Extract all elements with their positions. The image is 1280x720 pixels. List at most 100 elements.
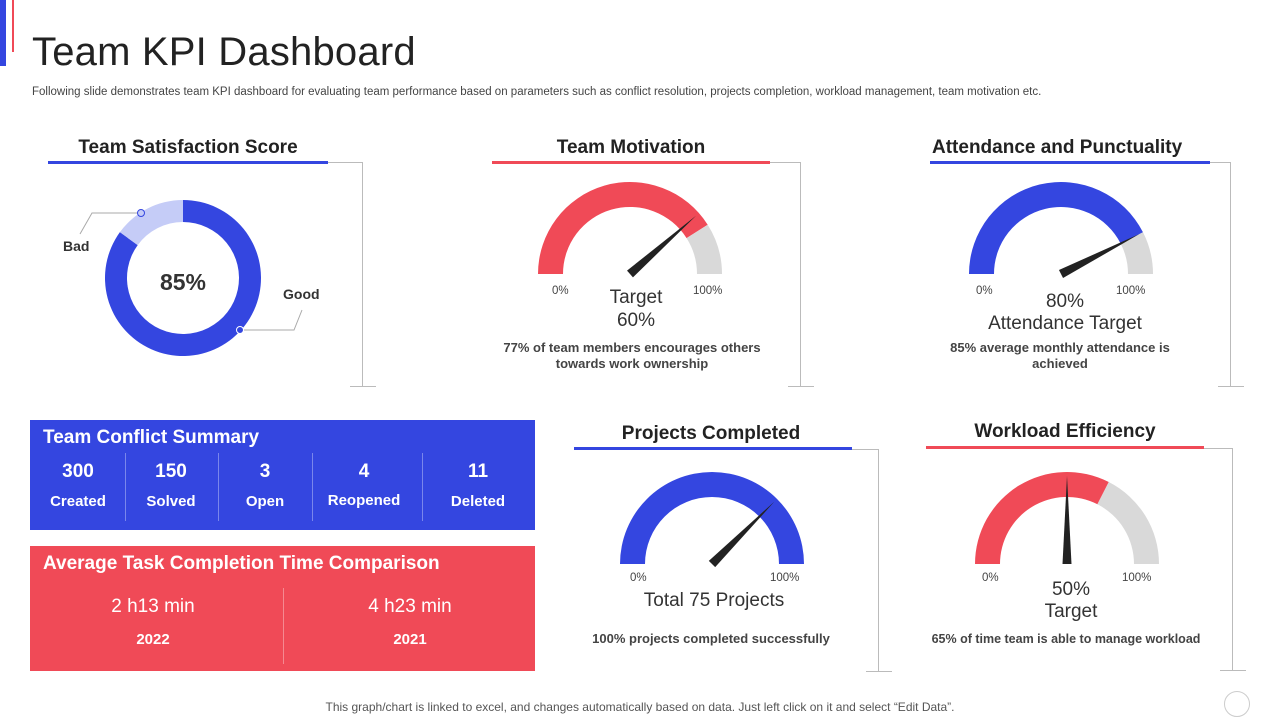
good-leader-dot [236, 326, 244, 334]
good-leader-line [240, 309, 303, 331]
conflict-stat-label: Solved [146, 493, 196, 510]
workload-min-label: 0% [982, 572, 999, 584]
bad-label: Bad [63, 238, 89, 254]
good-label: Good [283, 286, 320, 302]
attendance-min-label: 0% [976, 285, 993, 297]
satisfaction-frame-foot [350, 386, 376, 387]
completion-time-year: 2022 [136, 631, 170, 648]
motivation-underline [492, 161, 770, 164]
conflict-stat-value: 4 [358, 461, 370, 482]
conflict-stat-open: 3 Open [225, 461, 305, 510]
completion-time-value: 2 h13 min [111, 596, 195, 617]
conflict-divider [312, 453, 313, 521]
conflict-summary-title: Team Conflict Summary [43, 427, 260, 448]
motivation-gauge-chart [538, 182, 722, 278]
gauge-fill-band [538, 182, 708, 274]
workload-frame-top [1204, 448, 1232, 449]
projects-desc-1: 100% projects completed successfully [592, 631, 830, 646]
motivation-desc-2: towards work ownership [555, 356, 709, 371]
attendance-underline [930, 161, 1210, 164]
completion-time-2022: 2 h13 min 2022 [43, 596, 263, 648]
completion-time-value: 4 h23 min [368, 596, 452, 617]
projects-frame-top [852, 449, 878, 450]
footer-note: This graph/chart is linked to excel, and… [325, 700, 955, 714]
completion-time-panel: Average Task Completion Time Comparison … [30, 546, 535, 671]
projects-text-1: Total 75 Projects [643, 590, 785, 611]
gauge-rest-band [1120, 232, 1153, 274]
conflict-divider [218, 453, 219, 521]
attendance-frame-top [1210, 162, 1230, 163]
attendance-desc-1: 85% average monthly attendance is [950, 340, 1170, 355]
conflict-stat-label: Deleted [450, 493, 506, 510]
conflict-divider [422, 453, 423, 521]
gauge-rest-band [686, 224, 722, 274]
conflict-divider [125, 453, 126, 521]
attendance-text-2: Attendance Target [988, 313, 1142, 334]
attendance-frame-foot [1218, 386, 1244, 387]
attendance-max-label: 100% [1116, 285, 1146, 297]
page-title: Team KPI Dashboard [32, 30, 416, 74]
gauge-rest-band [1097, 482, 1159, 564]
completion-time-2021: 4 h23 min 2021 [300, 596, 520, 648]
conflict-stat-solved: 150 Solved [131, 461, 211, 510]
completion-time-title: Average Task Completion Time Comparison [43, 553, 440, 574]
satisfaction-frame-top [328, 162, 362, 163]
gauge-fill-band [620, 472, 804, 564]
projects-title: Projects Completed [621, 423, 801, 444]
bad-leader-dot [137, 209, 145, 217]
workload-frame-right [1232, 448, 1233, 670]
conflict-stat-label: Open [245, 493, 285, 510]
conflict-stat-value: 150 [155, 461, 187, 482]
conflict-stat-value: 11 [467, 461, 489, 482]
workload-gauge-chart [975, 472, 1159, 564]
completion-time-year: 2021 [393, 631, 427, 648]
workload-desc-1: 65% of time team is able to manage workl… [931, 632, 1201, 646]
workload-title: Workload Efficiency [974, 421, 1156, 442]
gauge-needle [708, 501, 775, 568]
conflict-stat-deleted: 11 Deleted [432, 461, 524, 510]
accent-thin-bar [12, 0, 14, 52]
bad-leader-line [79, 212, 141, 235]
workload-text-2: Target [1044, 601, 1098, 622]
workload-text-1: 50% [1051, 579, 1091, 600]
gauge-fill-band [969, 182, 1143, 274]
satisfaction-center-label: 85% [160, 269, 206, 295]
attendance-desc-2: achieved [1032, 356, 1088, 371]
motivation-text-2: 60% [616, 310, 656, 331]
corner-circle [1224, 691, 1250, 717]
motivation-text-1: Target [609, 287, 663, 308]
conflict-stat-label: Created [50, 493, 106, 510]
conflict-stat-created: 300 Created [38, 461, 118, 510]
workload-max-label: 100% [1122, 572, 1152, 584]
gauge-needle [627, 215, 697, 278]
motivation-max-label: 100% [693, 285, 723, 297]
projects-frame-right [878, 449, 879, 671]
motivation-desc-1: 77% of team members encourages others [503, 340, 761, 355]
workload-underline [926, 446, 1204, 449]
motivation-title: Team Motivation [556, 137, 706, 158]
motivation-frame-right [800, 162, 801, 386]
satisfaction-donut-chart: 85% Bad Good [63, 200, 320, 356]
motivation-frame-top [770, 162, 800, 163]
projects-min-label: 0% [630, 572, 647, 584]
workload-frame-foot [1220, 670, 1246, 671]
satisfaction-frame-right [362, 162, 363, 386]
page-subtitle: Following slide demonstrates team KPI da… [32, 86, 1042, 98]
projects-underline [574, 447, 852, 450]
gauge-fill-band [975, 472, 1109, 564]
projects-gauge-chart [620, 472, 804, 568]
completion-time-divider [283, 588, 284, 664]
attendance-gauge-chart [969, 182, 1153, 279]
gauge-needle [1058, 234, 1140, 279]
attendance-frame-right [1230, 162, 1231, 386]
motivation-min-label: 0% [552, 285, 569, 297]
conflict-stat-value: 300 [62, 461, 94, 482]
satisfaction-title: Team Satisfaction Score [78, 137, 298, 158]
attendance-title: Attendance and Punctuality [932, 137, 1183, 158]
projects-max-label: 100% [770, 572, 800, 584]
conflict-stat-label: Reopened [327, 492, 401, 509]
gauge-needle [1062, 476, 1072, 564]
attendance-text-1: 80% [1045, 291, 1085, 312]
conflict-stat-value: 3 [259, 461, 271, 482]
donut-slice-bad [119, 200, 183, 246]
